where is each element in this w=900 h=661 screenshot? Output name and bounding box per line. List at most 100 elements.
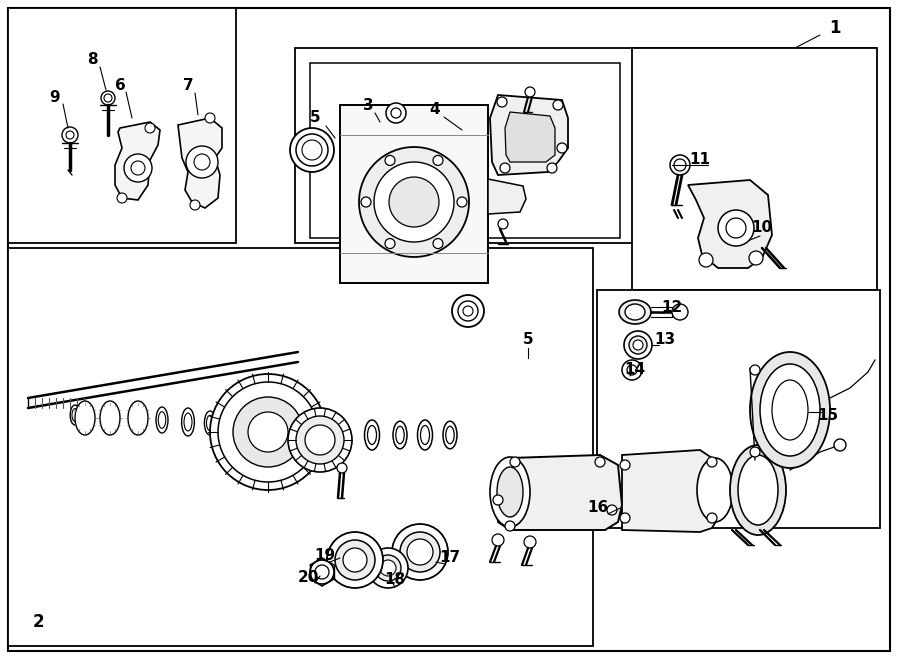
Circle shape	[670, 155, 690, 175]
Text: 1: 1	[829, 19, 841, 37]
Text: 13: 13	[654, 332, 676, 348]
Circle shape	[493, 495, 503, 505]
Ellipse shape	[128, 401, 148, 435]
Circle shape	[117, 193, 127, 203]
Ellipse shape	[760, 364, 820, 456]
Circle shape	[361, 197, 371, 207]
Circle shape	[391, 108, 401, 118]
Text: 4: 4	[429, 102, 440, 118]
Circle shape	[385, 239, 395, 249]
Circle shape	[510, 457, 520, 467]
Circle shape	[290, 128, 334, 172]
Circle shape	[101, 91, 115, 105]
Ellipse shape	[396, 426, 404, 444]
Ellipse shape	[158, 412, 166, 428]
Ellipse shape	[100, 401, 120, 435]
Text: 10: 10	[752, 221, 772, 235]
Circle shape	[305, 425, 335, 455]
Polygon shape	[178, 118, 222, 208]
Circle shape	[497, 97, 507, 107]
Ellipse shape	[104, 411, 112, 425]
Circle shape	[707, 457, 717, 467]
Circle shape	[374, 162, 454, 242]
Circle shape	[327, 532, 383, 588]
Text: 5: 5	[523, 332, 534, 348]
Text: 5: 5	[310, 110, 320, 126]
Circle shape	[218, 382, 318, 482]
Circle shape	[335, 540, 375, 580]
Ellipse shape	[420, 426, 429, 444]
Ellipse shape	[204, 411, 216, 435]
Circle shape	[315, 565, 329, 579]
Circle shape	[375, 555, 401, 581]
Circle shape	[498, 219, 508, 229]
Ellipse shape	[393, 421, 407, 449]
Text: 12: 12	[662, 301, 682, 315]
Circle shape	[248, 412, 288, 452]
Text: 7: 7	[183, 79, 194, 93]
Ellipse shape	[229, 417, 235, 431]
Circle shape	[607, 505, 617, 515]
Polygon shape	[488, 179, 526, 214]
Circle shape	[547, 163, 557, 173]
Circle shape	[699, 253, 713, 267]
Circle shape	[288, 408, 352, 472]
Ellipse shape	[619, 300, 651, 324]
Circle shape	[310, 560, 334, 584]
Ellipse shape	[697, 458, 733, 522]
Ellipse shape	[182, 408, 194, 436]
Ellipse shape	[750, 352, 830, 468]
Circle shape	[595, 457, 605, 467]
Circle shape	[750, 365, 760, 375]
Ellipse shape	[446, 426, 454, 444]
Circle shape	[457, 197, 467, 207]
Ellipse shape	[443, 421, 457, 449]
Circle shape	[834, 439, 846, 451]
Circle shape	[433, 239, 443, 249]
Circle shape	[104, 94, 112, 102]
Text: 9: 9	[50, 91, 60, 106]
Circle shape	[145, 123, 155, 133]
Ellipse shape	[75, 401, 95, 435]
Ellipse shape	[625, 304, 645, 320]
Circle shape	[627, 365, 637, 375]
Bar	[8, 248, 593, 646]
Ellipse shape	[730, 445, 786, 535]
Ellipse shape	[131, 410, 139, 426]
Ellipse shape	[364, 420, 380, 450]
Bar	[8, 8, 236, 243]
Circle shape	[389, 177, 439, 227]
Circle shape	[407, 539, 433, 565]
Text: 3: 3	[363, 98, 374, 114]
Ellipse shape	[70, 405, 80, 425]
Circle shape	[620, 513, 630, 523]
Text: 15: 15	[817, 407, 839, 422]
Polygon shape	[490, 95, 568, 175]
Circle shape	[674, 159, 686, 171]
Text: 17: 17	[439, 551, 461, 566]
Circle shape	[392, 524, 448, 580]
Text: 11: 11	[689, 153, 710, 167]
Circle shape	[385, 155, 395, 165]
Circle shape	[233, 397, 303, 467]
Text: 16: 16	[588, 500, 608, 516]
Circle shape	[718, 210, 754, 246]
Circle shape	[629, 336, 647, 354]
Circle shape	[726, 218, 746, 238]
Ellipse shape	[103, 407, 113, 429]
Circle shape	[124, 154, 152, 182]
Circle shape	[500, 163, 510, 173]
Circle shape	[296, 134, 328, 166]
Circle shape	[359, 147, 469, 257]
Text: 6: 6	[114, 77, 125, 93]
Ellipse shape	[497, 467, 523, 517]
Circle shape	[620, 460, 630, 470]
Circle shape	[131, 161, 145, 175]
Circle shape	[452, 295, 484, 327]
Circle shape	[672, 304, 688, 320]
Circle shape	[302, 140, 322, 160]
Circle shape	[380, 560, 396, 576]
Polygon shape	[622, 450, 718, 532]
Ellipse shape	[184, 413, 192, 431]
Text: 18: 18	[384, 572, 406, 588]
